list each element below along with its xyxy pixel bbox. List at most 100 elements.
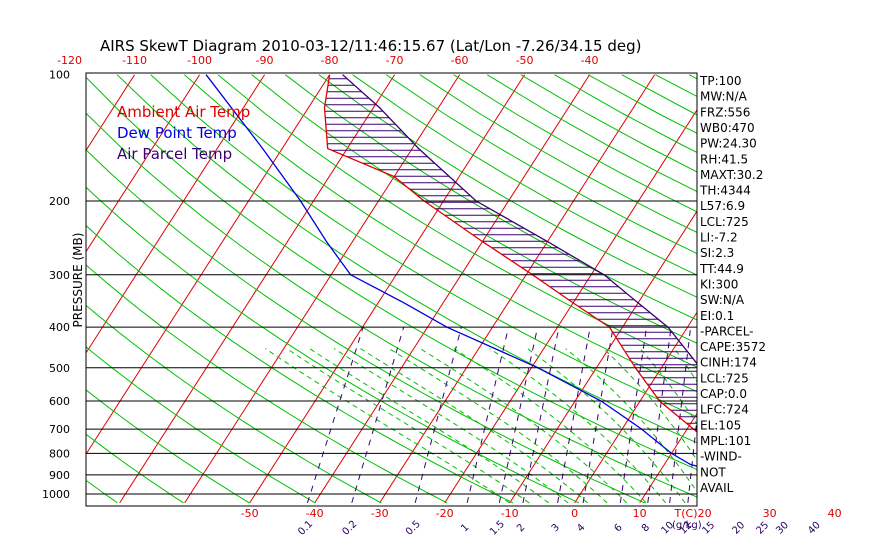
dry-adiabat-line [251, 74, 697, 344]
isotherm-line [86, 74, 265, 354]
index-text: -PARCEL- [700, 324, 754, 338]
mixing-ratio-line [351, 327, 405, 504]
pressure-tick-label: 1000 [42, 488, 70, 501]
pressure-tick-label: 500 [49, 362, 70, 375]
isotherm-line [770, 75, 870, 503]
top-temp-tick-label: -70 [386, 54, 404, 67]
bottom-temp-tick-label: 0 [571, 507, 578, 520]
mixing-ratio-line [466, 327, 509, 504]
legend-entry: Ambient Air Temp [117, 103, 250, 121]
moist-adiabat-line [286, 348, 530, 504]
index-text: NOT [700, 465, 726, 479]
index-text: AVAIL [700, 481, 734, 495]
top-temp-tick-label: -40 [581, 54, 599, 67]
isotherm-line [314, 74, 590, 504]
moist-adiabat-line [265, 348, 510, 504]
pressure-tick-label: 300 [49, 269, 70, 282]
mixing-ratio-tick-label: 2 [515, 522, 527, 534]
index-text: CAP:0.0 [700, 387, 747, 401]
index-text: RH:41.5 [700, 152, 748, 166]
mixing-ratio-tick-label: 6 [612, 522, 624, 534]
mixing-ratio-line [414, 327, 462, 504]
mixing-ratio-tick-label: 1 [459, 522, 471, 534]
dry-adiabat-line [284, 74, 697, 321]
index-text: MW:N/A [700, 90, 748, 104]
moist-adiabat-line [527, 348, 686, 504]
bottom-temp-tick-label: -50 [241, 507, 259, 520]
moist-adiabat-line [309, 348, 549, 504]
mixing-ratio-line [619, 327, 648, 503]
isotherm-line [444, 108, 697, 504]
index-text: KI:300 [700, 277, 738, 291]
mixing-ratio-tick-label: 4 [575, 522, 587, 534]
mixing-ratio-tick-label: 8 [640, 522, 652, 534]
dry-adiabat-line [86, 112, 697, 498]
dry-adiabat-line [756, 75, 870, 503]
isotherm-line [86, 74, 200, 253]
y-axis-label: PRESSURE (MB) [71, 233, 85, 328]
dry-adiabat-line [385, 74, 697, 255]
top-temp-tick-label: -100 [187, 54, 212, 67]
bottom-temp-tick-label: 10 [633, 507, 647, 520]
plot-frame [85, 72, 698, 507]
dry-adiabat-line [86, 433, 184, 504]
dry-adiabat-line [86, 304, 382, 504]
moist-adiabat-line [565, 348, 697, 493]
dry-adiabat-line [86, 186, 580, 504]
moist-adiabat-line [603, 348, 697, 461]
index-text: MPL:101 [700, 434, 751, 448]
index-text: LI:-7.2 [700, 231, 738, 245]
index-text: EL:105 [700, 418, 741, 432]
pressure-tick-label: 700 [49, 423, 70, 436]
mixing-ratio-tick-label: 30 [774, 520, 791, 537]
mixing-ratio-line [669, 327, 692, 503]
index-text: L57:6.9 [700, 199, 745, 213]
isotherm-line [379, 74, 655, 504]
dry-adiabat-line [453, 74, 697, 213]
index-text: FRZ:556 [700, 105, 750, 119]
bottom-temp-tick-label: 40 [828, 507, 842, 520]
moist-adiabat-line [420, 348, 628, 504]
pressure-tick-label: 400 [49, 321, 70, 334]
isotherm-line [119, 74, 395, 504]
mixing-ratio-line [784, 327, 792, 503]
mixing-ratio-line [582, 327, 614, 503]
chart-title: AIRS SkewT Diagram 2010-03-12/11:46:15.6… [100, 37, 641, 55]
index-text: TT:44.9 [699, 262, 744, 276]
dry-adiabat-line [352, 74, 697, 276]
bottom-temp-tick-label: 30 [763, 507, 777, 520]
index-text: WB0:470 [700, 121, 755, 135]
moist-adiabat-line [388, 348, 608, 504]
moist-adiabat-line [360, 348, 589, 504]
ambient-temp-line [323, 74, 697, 433]
bottom-temp-tick-label: 20 [698, 507, 712, 520]
legend-entry: Air Parcel Temp [117, 145, 232, 163]
mixing-ratio-tick-label: 25 [754, 520, 771, 537]
isotherm-line [509, 210, 697, 504]
dry-adiabat-line [86, 389, 250, 504]
index-text: CAPE:3572 [700, 340, 766, 354]
isotherm-line [639, 412, 697, 504]
mixing-ratio-tick-label: 0.5 [404, 519, 423, 538]
mixing-ratio-tick-label: 20 [731, 520, 748, 537]
index-text: SI:2.3 [700, 246, 734, 260]
index-text: CINH:174 [700, 356, 757, 370]
mixing-ratio-tick-label: 15 [700, 520, 717, 537]
dry-adiabat-line [86, 479, 118, 504]
mixing-ratio-line [522, 327, 560, 504]
mixing-ratio-tick-label: 1.5 [488, 519, 507, 538]
pressure-tick-label: 900 [49, 469, 70, 482]
dry-adiabat-line [150, 74, 697, 418]
dry-adiabat-line [217, 74, 697, 368]
dry-adiabat-line [318, 74, 697, 298]
cape-hatching [324, 78, 697, 431]
bottom-temp-tick-label: -20 [436, 507, 454, 520]
index-text: TP:100 [699, 74, 742, 88]
isotherm-line [0, 75, 70, 503]
isotherm-line [835, 75, 870, 503]
dry-adiabat-line [520, 74, 697, 173]
background-grid [0, 74, 870, 504]
